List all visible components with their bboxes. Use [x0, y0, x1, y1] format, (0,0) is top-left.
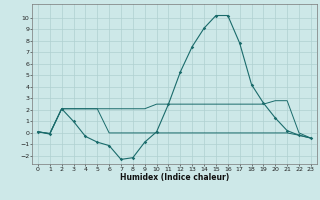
X-axis label: Humidex (Indice chaleur): Humidex (Indice chaleur) [120, 173, 229, 182]
